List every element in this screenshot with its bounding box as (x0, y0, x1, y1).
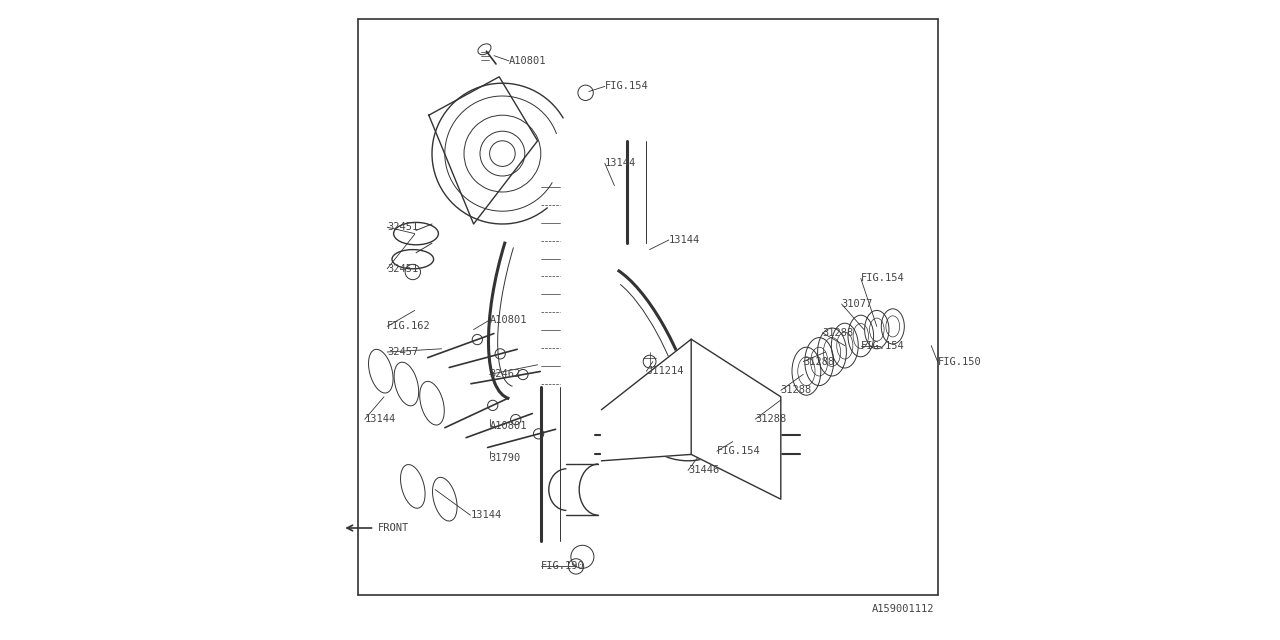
Text: 32451: 32451 (387, 222, 419, 232)
Text: 32457: 32457 (387, 347, 419, 357)
Text: J11214: J11214 (646, 366, 684, 376)
Text: A10801: A10801 (490, 420, 527, 431)
Text: 32462: 32462 (490, 369, 521, 380)
Text: 31288: 31288 (823, 328, 854, 338)
Polygon shape (691, 339, 781, 499)
Text: 31288: 31288 (804, 356, 835, 367)
Text: 13144: 13144 (604, 158, 636, 168)
Text: 13144: 13144 (471, 510, 502, 520)
Text: FIG.154: FIG.154 (604, 81, 649, 92)
Text: 32451: 32451 (387, 264, 419, 274)
Text: FIG.154: FIG.154 (860, 340, 905, 351)
Text: FRONT: FRONT (378, 523, 408, 533)
Text: 31790: 31790 (490, 452, 521, 463)
Text: A159001112: A159001112 (872, 604, 934, 614)
Text: FIG.162: FIG.162 (387, 321, 431, 332)
Text: 31446: 31446 (689, 465, 719, 476)
Text: 31077: 31077 (842, 299, 873, 309)
Text: 31288: 31288 (781, 385, 812, 396)
Text: FIG.150: FIG.150 (937, 356, 982, 367)
Text: A10801: A10801 (508, 56, 547, 66)
Text: 13144: 13144 (668, 235, 700, 245)
Text: FIG.154: FIG.154 (860, 273, 905, 284)
Text: FIG.154: FIG.154 (717, 446, 760, 456)
Text: FIG.190: FIG.190 (540, 561, 585, 572)
Polygon shape (602, 339, 691, 461)
Text: 31288: 31288 (755, 414, 786, 424)
Text: A10801: A10801 (490, 315, 527, 325)
Text: 13144: 13144 (365, 414, 396, 424)
